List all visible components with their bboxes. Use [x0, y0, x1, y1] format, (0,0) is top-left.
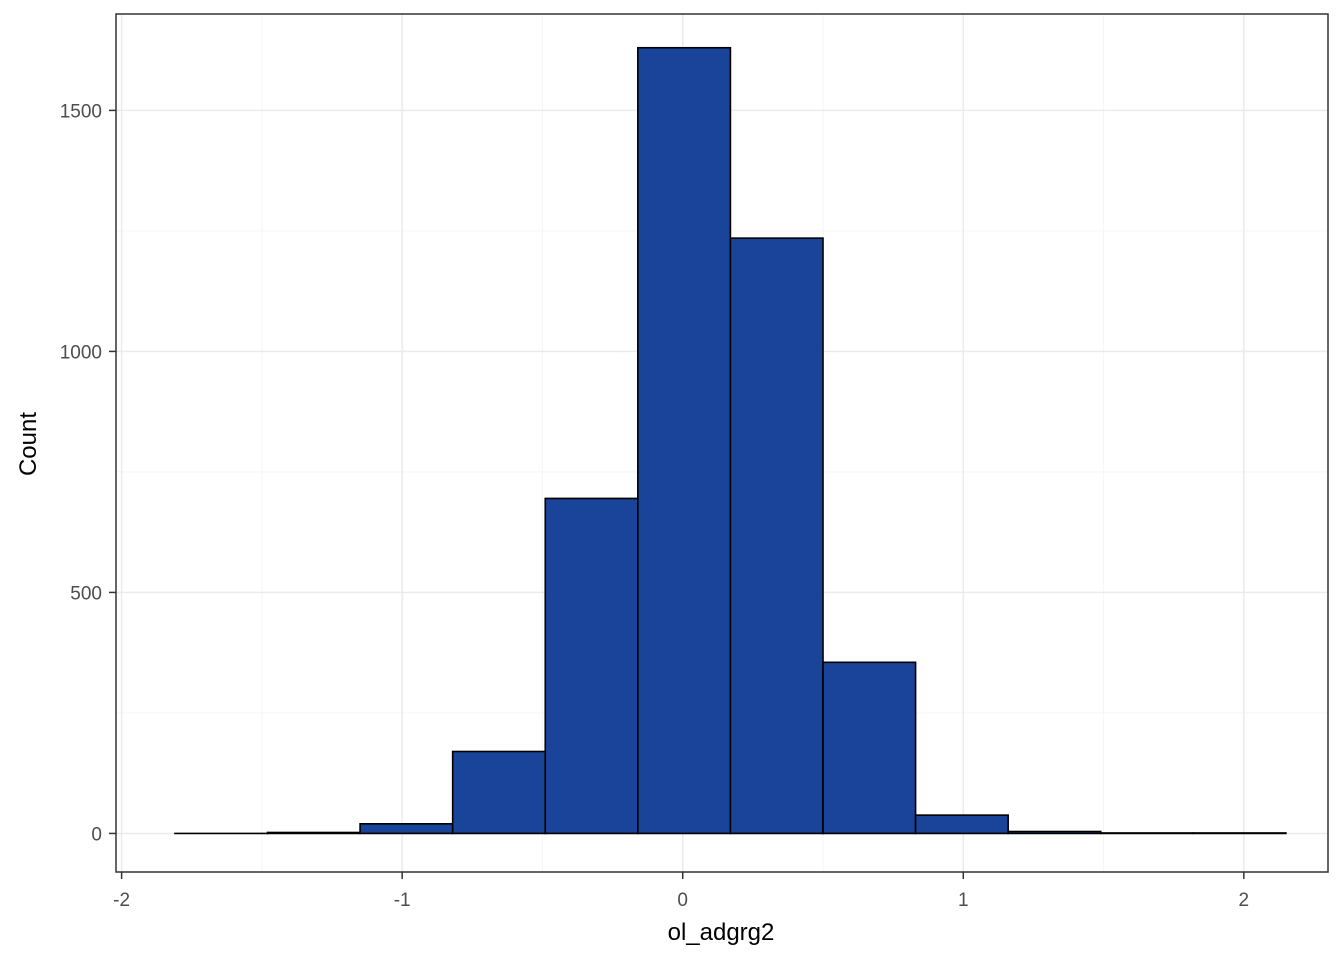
y-tick-label: 0 [91, 824, 102, 845]
histogram-bar [451, 750, 547, 835]
y-axis-title: Count [15, 412, 42, 476]
histogram-bar [637, 46, 732, 835]
x-tick-label: -1 [394, 890, 411, 911]
x-tick-label: -2 [113, 890, 130, 911]
x-axis-tick-labels: -2 -1 0 1 2 [113, 890, 1249, 911]
histogram-bar [729, 237, 824, 835]
x-axis-title: ol_adgrg2 [668, 919, 775, 946]
y-tick-label: 1000 [60, 342, 102, 363]
histogram-bar [1007, 830, 1102, 835]
histogram-bar [359, 822, 454, 835]
x-tick-label: 1 [958, 890, 969, 911]
histogram-bar [914, 814, 1009, 835]
x-tick-label: 0 [677, 890, 688, 911]
x-tick-label: 2 [1239, 890, 1250, 911]
histogram-bar [266, 831, 361, 835]
y-tick-label: 500 [70, 583, 102, 604]
histogram-bar [822, 661, 917, 835]
panel-border [115, 13, 1329, 873]
y-axis-tick-labels: 0 500 1000 1500 [60, 101, 102, 845]
histogram-bars [174, 46, 1287, 835]
y-tick-label: 1500 [60, 101, 102, 122]
axis-ticks [109, 109, 1245, 879]
histogram-bar [544, 497, 639, 835]
